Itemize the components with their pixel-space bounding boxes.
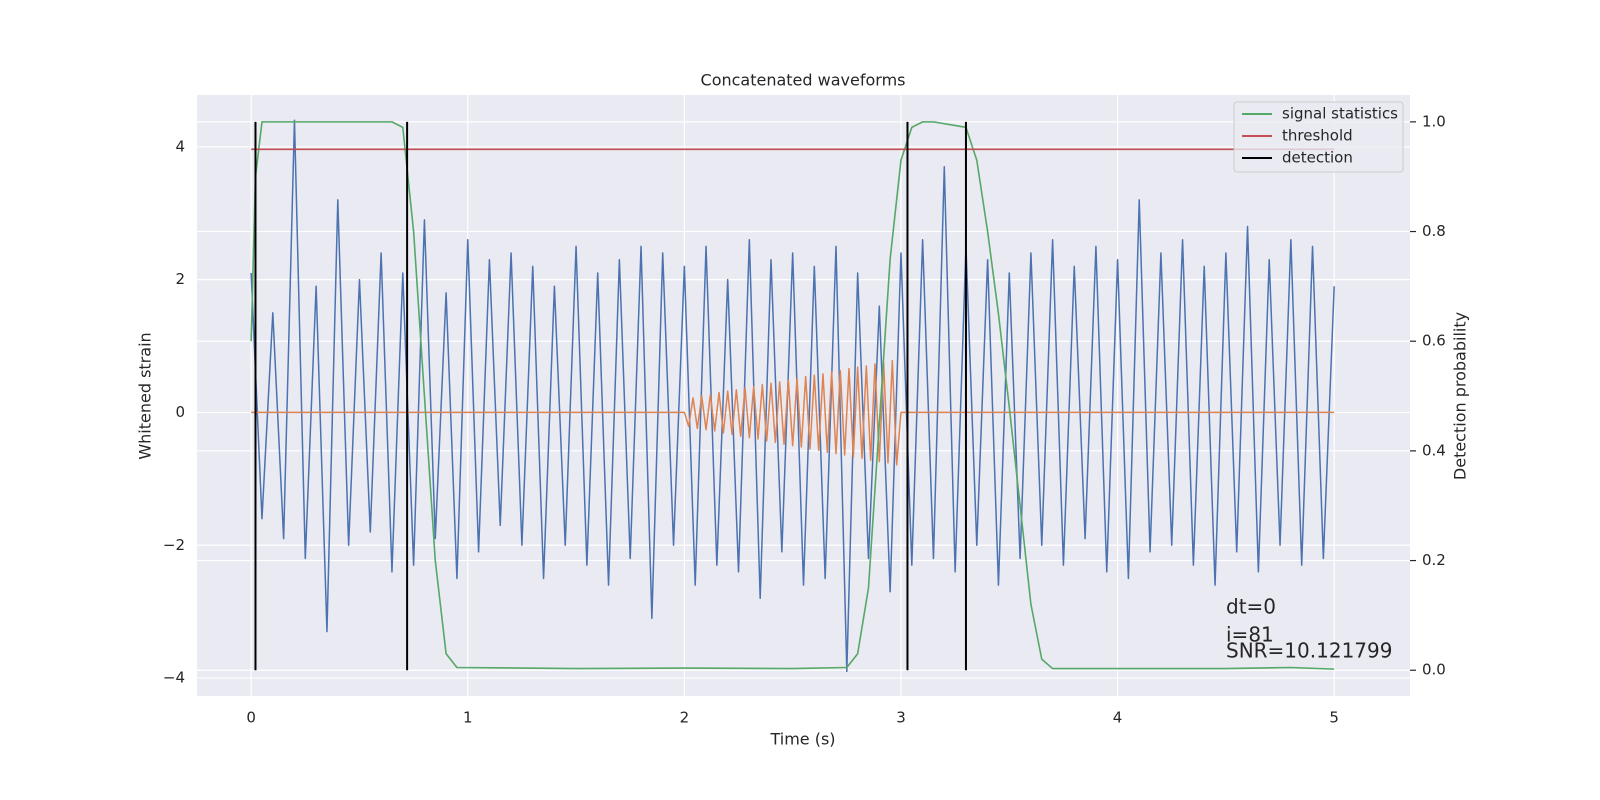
y2-axis-label: Detection probability (1451, 312, 1470, 480)
x-tick-label: 4 (1113, 709, 1123, 727)
y-tick-label: −4 (163, 669, 185, 687)
annotation: i=81 (1226, 623, 1274, 647)
y2-tick-label: 0.6 (1422, 332, 1446, 350)
line-series (251, 359, 1335, 466)
legend-label: detection (1282, 149, 1353, 167)
x-axis-label: Time (s) (769, 730, 835, 749)
y-tick-label: 4 (175, 137, 185, 155)
y-tick-label: 2 (175, 270, 185, 288)
annotation: SNR=10.121799 (1226, 639, 1392, 663)
x-tick-label: 3 (896, 709, 906, 727)
x-tick-label: 5 (1329, 709, 1339, 727)
y2-tick-label: 0.2 (1422, 551, 1446, 569)
y2-tick-label: 0.4 (1422, 441, 1446, 459)
legend-label: signal statistics (1282, 105, 1398, 123)
y2-tick-label: 0.8 (1422, 222, 1446, 240)
plot-area (197, 95, 1410, 696)
line-series (250, 121, 1335, 670)
chart-title: Concatenated waveforms (701, 71, 906, 90)
y-tick-label: 0 (175, 403, 185, 421)
x-tick-label: 0 (246, 709, 256, 727)
x-tick-label: 2 (680, 709, 690, 727)
y-tick-label: −2 (163, 536, 185, 554)
y2-tick-label: 0.0 (1422, 661, 1446, 679)
y2-tick-label: 1.0 (1422, 112, 1446, 130)
legend-label: threshold (1282, 127, 1353, 145)
line-series (250, 119, 1335, 673)
legend-box (1233, 101, 1404, 173)
y-axis-label: Whitened strain (136, 332, 155, 459)
x-tick-label: 1 (463, 709, 473, 727)
annotation: dt=0 (1226, 595, 1276, 619)
